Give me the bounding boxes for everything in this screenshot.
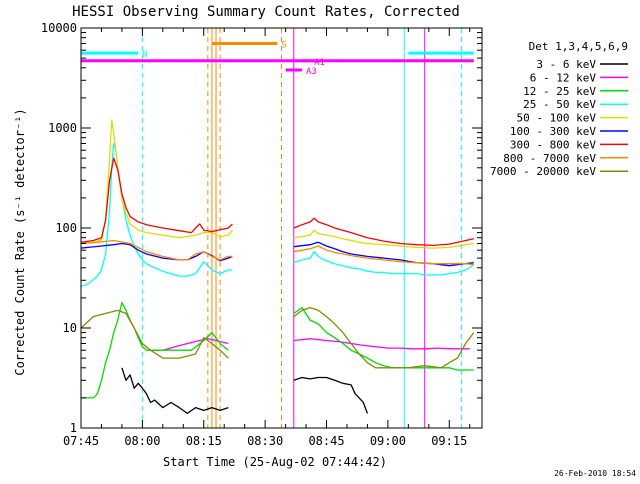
x-tick-label-4: 08:45 bbox=[308, 434, 344, 448]
interval-label-4: A3 bbox=[306, 67, 317, 77]
y-tick-label-0: 1 bbox=[70, 421, 77, 435]
series-line-2 bbox=[81, 301, 474, 399]
legend-label-6: 300 - 800 keV bbox=[510, 138, 596, 151]
x-tick-label-1: 08:00 bbox=[124, 434, 160, 448]
interval-label-0: N bbox=[142, 50, 147, 60]
y-tick-label-4: 10000 bbox=[41, 21, 77, 35]
legend-label-2: 12 - 25 keV bbox=[523, 85, 596, 98]
y-axis-label: Corrected Count Rate (s⁻¹ detector⁻¹) bbox=[13, 108, 27, 375]
legend-label-8: 7000 - 20000 keV bbox=[490, 165, 596, 178]
interval-label-2: S bbox=[281, 40, 286, 50]
series-line-4 bbox=[80, 119, 474, 249]
legend-label-3: 25 - 50 keV bbox=[523, 98, 596, 111]
legend-label-1: 6 - 12 keV bbox=[530, 71, 597, 84]
x-tick-label-3: 08:30 bbox=[247, 434, 283, 448]
legend-label-5: 100 - 300 keV bbox=[510, 125, 596, 138]
series-line-7 bbox=[80, 239, 474, 266]
y-tick-label-2: 100 bbox=[55, 221, 77, 235]
legend-label-0: 3 - 6 keV bbox=[536, 58, 596, 71]
x-tick-label-2: 08:15 bbox=[186, 434, 222, 448]
series-line-6 bbox=[80, 157, 474, 247]
series-line-8 bbox=[80, 306, 475, 369]
series-line-0 bbox=[121, 367, 369, 415]
interval-label-5: A1 bbox=[314, 58, 325, 68]
series-line-3 bbox=[80, 142, 475, 288]
timestamp: 26-Feb-2010 18:54 bbox=[554, 469, 636, 478]
legend-header: Det 1,3,4,5,6,9 bbox=[529, 40, 628, 53]
y-tick-label-3: 1000 bbox=[48, 121, 77, 135]
chart-title: HESSI Observing Summary Count Rates, Cor… bbox=[72, 4, 460, 20]
legend-label-4: 50 - 100 keV bbox=[517, 112, 597, 125]
y-tick-label-1: 10 bbox=[63, 321, 77, 335]
x-tick-label-5: 09:00 bbox=[370, 434, 406, 448]
x-tick-label-0: 07:45 bbox=[63, 434, 99, 448]
x-axis-label: Start Time (25-Aug-02 07:44:42) bbox=[163, 455, 387, 469]
legend-label-7: 800 - 7000 keV bbox=[503, 152, 596, 165]
x-tick-label-6: 09:15 bbox=[431, 434, 467, 448]
